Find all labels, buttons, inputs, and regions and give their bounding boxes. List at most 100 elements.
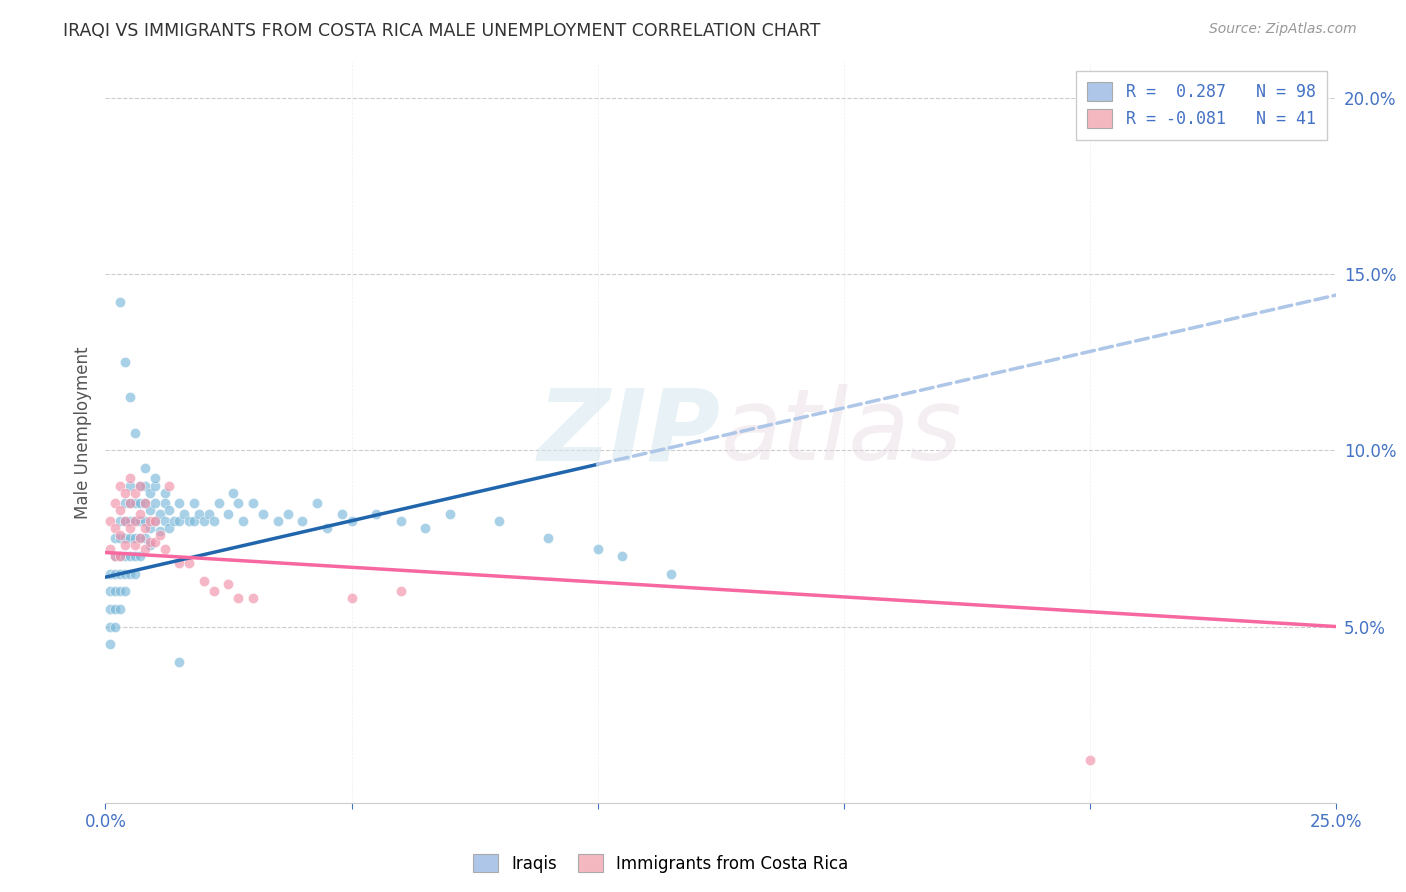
Point bbox=[183, 496, 205, 510]
Point bbox=[114, 538, 136, 552]
Point bbox=[586, 541, 609, 556]
Point bbox=[114, 514, 136, 528]
Point bbox=[129, 478, 152, 492]
Point bbox=[124, 425, 146, 440]
Y-axis label: Male Unemployment: Male Unemployment bbox=[73, 346, 91, 519]
Point bbox=[169, 496, 191, 510]
Point bbox=[143, 471, 166, 485]
Point bbox=[129, 549, 152, 563]
Point bbox=[98, 619, 122, 633]
Legend: Iraqis, Immigrants from Costa Rica: Iraqis, Immigrants from Costa Rica bbox=[467, 847, 855, 880]
Point bbox=[114, 549, 136, 563]
Point bbox=[149, 528, 172, 542]
Point bbox=[129, 532, 152, 546]
Point bbox=[138, 538, 162, 552]
Point bbox=[110, 478, 132, 492]
Point bbox=[138, 535, 162, 549]
Point bbox=[389, 584, 412, 599]
Point bbox=[124, 538, 146, 552]
Point bbox=[98, 584, 122, 599]
Point bbox=[208, 496, 231, 510]
Point bbox=[169, 655, 191, 669]
Point bbox=[143, 514, 166, 528]
Point bbox=[104, 532, 127, 546]
Point bbox=[222, 485, 245, 500]
Point bbox=[366, 507, 388, 521]
Point bbox=[120, 521, 141, 535]
Text: ZIP: ZIP bbox=[537, 384, 721, 481]
Point bbox=[330, 507, 353, 521]
Point bbox=[120, 532, 141, 546]
Point bbox=[98, 541, 122, 556]
Point bbox=[114, 532, 136, 546]
Point bbox=[124, 566, 146, 581]
Point bbox=[267, 514, 290, 528]
Point bbox=[228, 591, 250, 606]
Point bbox=[179, 556, 201, 570]
Point bbox=[114, 485, 136, 500]
Point bbox=[120, 390, 141, 404]
Point bbox=[134, 532, 156, 546]
Point bbox=[104, 619, 127, 633]
Point bbox=[124, 485, 146, 500]
Point bbox=[134, 461, 156, 475]
Point bbox=[114, 584, 136, 599]
Point bbox=[307, 496, 329, 510]
Point bbox=[110, 295, 132, 310]
Point bbox=[138, 521, 162, 535]
Point bbox=[218, 507, 240, 521]
Point bbox=[129, 532, 152, 546]
Point bbox=[537, 532, 560, 546]
Point bbox=[232, 514, 254, 528]
Point bbox=[291, 514, 314, 528]
Point bbox=[193, 574, 215, 588]
Point bbox=[661, 566, 683, 581]
Point bbox=[193, 514, 215, 528]
Point bbox=[389, 514, 412, 528]
Point bbox=[202, 584, 225, 599]
Point bbox=[183, 514, 205, 528]
Point bbox=[143, 535, 166, 549]
Point bbox=[110, 584, 132, 599]
Point bbox=[110, 549, 132, 563]
Point bbox=[134, 496, 156, 510]
Point bbox=[163, 514, 186, 528]
Point bbox=[104, 584, 127, 599]
Point bbox=[277, 507, 299, 521]
Point bbox=[129, 507, 152, 521]
Point bbox=[104, 566, 127, 581]
Point bbox=[149, 507, 172, 521]
Point bbox=[173, 507, 195, 521]
Point bbox=[110, 514, 132, 528]
Point bbox=[104, 496, 127, 510]
Point bbox=[104, 549, 127, 563]
Point bbox=[110, 566, 132, 581]
Point bbox=[218, 577, 240, 591]
Point bbox=[143, 496, 166, 510]
Point bbox=[110, 528, 132, 542]
Point bbox=[120, 549, 141, 563]
Point bbox=[98, 514, 122, 528]
Point bbox=[242, 591, 264, 606]
Point bbox=[242, 496, 264, 510]
Point bbox=[159, 478, 180, 492]
Point bbox=[110, 532, 132, 546]
Legend: R =  0.287   N = 98, R = -0.081   N = 41: R = 0.287 N = 98, R = -0.081 N = 41 bbox=[1076, 70, 1327, 140]
Text: IRAQI VS IMMIGRANTS FROM COSTA RICA MALE UNEMPLOYMENT CORRELATION CHART: IRAQI VS IMMIGRANTS FROM COSTA RICA MALE… bbox=[63, 22, 821, 40]
Point bbox=[114, 514, 136, 528]
Point bbox=[124, 549, 146, 563]
Point bbox=[340, 591, 363, 606]
Point bbox=[120, 471, 141, 485]
Point bbox=[315, 521, 337, 535]
Point bbox=[159, 503, 180, 517]
Point bbox=[439, 507, 461, 521]
Point bbox=[179, 514, 201, 528]
Point bbox=[188, 507, 211, 521]
Point bbox=[134, 478, 156, 492]
Point bbox=[110, 503, 132, 517]
Point bbox=[124, 532, 146, 546]
Point bbox=[134, 541, 156, 556]
Point bbox=[149, 524, 172, 539]
Point bbox=[138, 485, 162, 500]
Text: Source: ZipAtlas.com: Source: ZipAtlas.com bbox=[1209, 22, 1357, 37]
